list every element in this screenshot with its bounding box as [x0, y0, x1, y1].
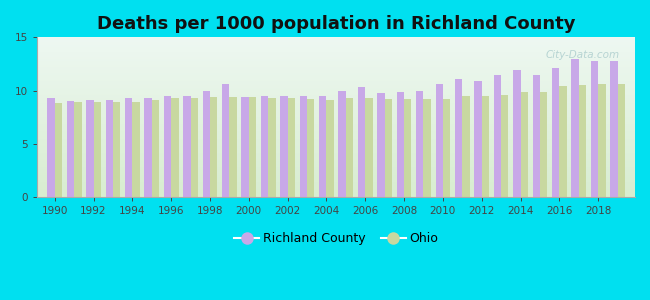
- Bar: [513, 70, 521, 197]
- Bar: [358, 87, 365, 197]
- Bar: [203, 91, 210, 197]
- Bar: [183, 96, 190, 197]
- Bar: [521, 92, 528, 197]
- Bar: [423, 99, 431, 197]
- Bar: [443, 99, 450, 197]
- Bar: [404, 99, 411, 197]
- Bar: [229, 97, 237, 197]
- Bar: [482, 96, 489, 197]
- Bar: [501, 95, 508, 197]
- Bar: [268, 98, 276, 197]
- Bar: [67, 101, 74, 197]
- Bar: [287, 98, 295, 197]
- Bar: [339, 91, 346, 197]
- Bar: [559, 86, 567, 197]
- Bar: [94, 102, 101, 197]
- Bar: [47, 98, 55, 197]
- Bar: [86, 100, 94, 197]
- Bar: [598, 84, 606, 197]
- Bar: [591, 61, 598, 197]
- Bar: [578, 85, 586, 197]
- Bar: [190, 98, 198, 197]
- Bar: [455, 79, 462, 197]
- Bar: [307, 99, 315, 197]
- Bar: [540, 92, 547, 197]
- Bar: [396, 92, 404, 197]
- Bar: [210, 97, 217, 197]
- Bar: [618, 84, 625, 197]
- Bar: [171, 98, 179, 197]
- Bar: [377, 93, 385, 197]
- Bar: [261, 96, 268, 197]
- Legend: Richland County, Ohio: Richland County, Ohio: [229, 227, 443, 250]
- Bar: [125, 98, 133, 197]
- Bar: [462, 96, 470, 197]
- Bar: [532, 75, 540, 197]
- Bar: [280, 96, 287, 197]
- Bar: [133, 102, 140, 197]
- Text: City-Data.com: City-Data.com: [546, 50, 620, 60]
- Bar: [365, 98, 372, 197]
- Bar: [416, 91, 423, 197]
- Bar: [152, 100, 159, 197]
- Bar: [319, 96, 326, 197]
- Bar: [552, 68, 559, 197]
- Bar: [164, 96, 171, 197]
- Bar: [385, 99, 392, 197]
- Bar: [494, 75, 501, 197]
- Bar: [571, 58, 578, 197]
- Bar: [346, 98, 353, 197]
- Bar: [113, 102, 120, 197]
- Bar: [55, 103, 62, 197]
- Bar: [474, 81, 482, 197]
- Bar: [300, 96, 307, 197]
- Bar: [74, 102, 81, 197]
- Bar: [241, 97, 249, 197]
- Bar: [105, 100, 113, 197]
- Bar: [249, 97, 256, 197]
- Bar: [610, 61, 617, 197]
- Bar: [144, 98, 152, 197]
- Bar: [222, 84, 229, 197]
- Bar: [326, 100, 334, 197]
- Title: Deaths per 1000 population in Richland County: Deaths per 1000 population in Richland C…: [97, 15, 575, 33]
- Bar: [436, 84, 443, 197]
